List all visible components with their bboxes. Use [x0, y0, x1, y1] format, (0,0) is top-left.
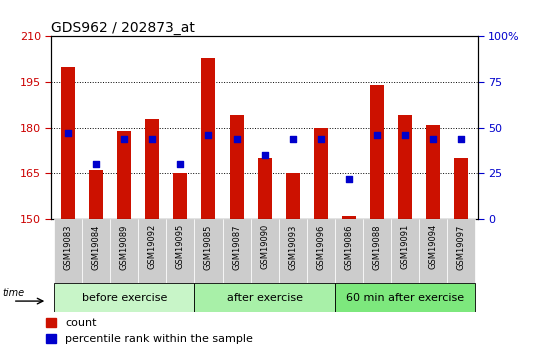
Text: GSM19085: GSM19085 — [204, 224, 213, 269]
Text: GSM19086: GSM19086 — [345, 224, 353, 270]
Text: GSM19093: GSM19093 — [288, 224, 297, 269]
Bar — [138, 219, 166, 283]
Bar — [89, 170, 103, 219]
Bar — [222, 219, 251, 283]
Bar — [258, 158, 272, 219]
Point — [260, 152, 269, 158]
Point — [288, 136, 297, 141]
Bar — [251, 219, 279, 283]
Bar — [363, 219, 391, 283]
Bar — [166, 219, 194, 283]
Bar — [447, 219, 475, 283]
Bar — [335, 219, 363, 283]
Point — [120, 136, 129, 141]
Bar — [61, 67, 75, 219]
Text: GSM19087: GSM19087 — [232, 224, 241, 270]
Point — [345, 176, 353, 181]
Point — [92, 161, 100, 167]
Bar — [145, 119, 159, 219]
Bar — [230, 116, 244, 219]
Bar — [117, 131, 131, 219]
Bar — [398, 116, 412, 219]
Bar — [194, 219, 222, 283]
Text: before exercise: before exercise — [82, 293, 167, 303]
Text: GSM19090: GSM19090 — [260, 224, 269, 269]
Text: 60 min after exercise: 60 min after exercise — [346, 293, 464, 303]
Bar — [419, 219, 447, 283]
Bar — [110, 219, 138, 283]
Bar — [370, 85, 384, 219]
Point — [148, 136, 157, 141]
Bar — [426, 125, 440, 219]
Text: GSM19092: GSM19092 — [148, 224, 157, 269]
Bar — [335, 283, 475, 312]
Point — [457, 136, 465, 141]
Bar — [279, 219, 307, 283]
Bar — [307, 219, 335, 283]
Text: GSM19095: GSM19095 — [176, 224, 185, 269]
Point — [373, 132, 381, 138]
Text: GSM19083: GSM19083 — [64, 224, 73, 270]
Text: GSM19088: GSM19088 — [373, 224, 381, 270]
Text: GSM19097: GSM19097 — [456, 224, 465, 269]
Point — [64, 130, 72, 136]
Point — [232, 136, 241, 141]
Point — [176, 161, 185, 167]
Bar — [54, 283, 194, 312]
Text: GDS962 / 202873_at: GDS962 / 202873_at — [51, 21, 195, 35]
Bar — [54, 219, 82, 283]
Text: after exercise: after exercise — [227, 293, 302, 303]
Text: GSM19094: GSM19094 — [429, 224, 437, 269]
Bar — [173, 173, 187, 219]
Text: GSM19089: GSM19089 — [120, 224, 129, 269]
Bar — [391, 219, 419, 283]
Bar — [82, 219, 110, 283]
Legend: count, percentile rank within the sample: count, percentile rank within the sample — [46, 318, 253, 344]
Bar — [454, 158, 468, 219]
Bar — [201, 58, 215, 219]
Point — [204, 132, 213, 138]
Text: GSM19091: GSM19091 — [401, 224, 409, 269]
Point — [401, 132, 409, 138]
Point — [429, 136, 437, 141]
Text: GSM19084: GSM19084 — [92, 224, 100, 269]
Text: GSM19096: GSM19096 — [316, 224, 325, 269]
Text: time: time — [3, 288, 25, 298]
Point — [316, 136, 325, 141]
Bar — [314, 128, 328, 219]
Bar — [286, 173, 300, 219]
Bar — [194, 283, 335, 312]
Bar — [342, 216, 356, 219]
